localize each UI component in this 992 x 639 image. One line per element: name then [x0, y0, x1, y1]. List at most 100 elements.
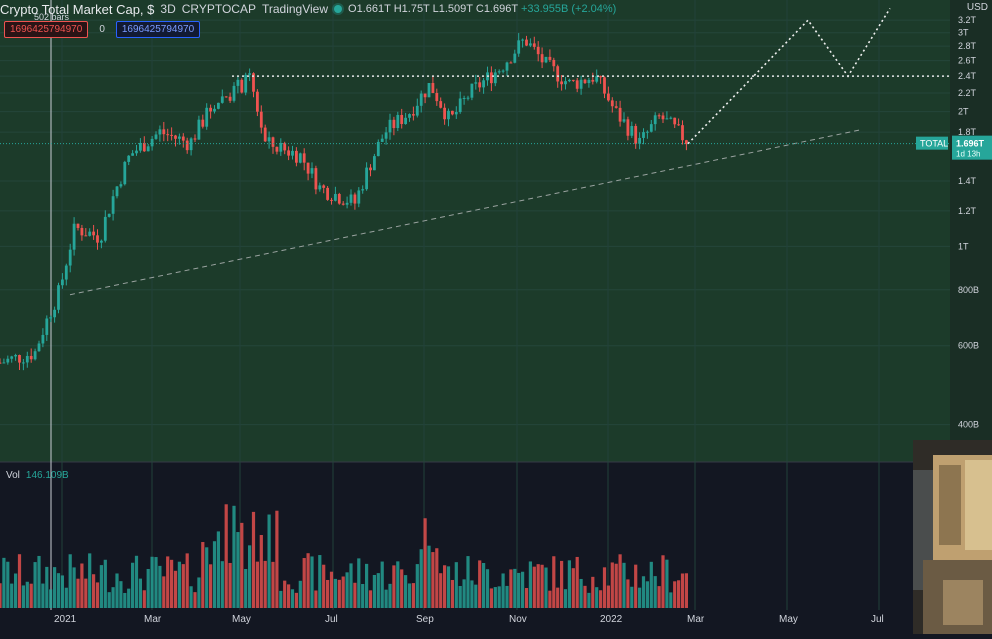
candle-body	[349, 194, 353, 203]
volume-bar	[661, 555, 665, 608]
volume-bar	[587, 592, 591, 608]
volume-bar	[384, 589, 388, 608]
volume-bar	[119, 581, 123, 608]
volume-bar	[489, 588, 493, 608]
candle-body	[361, 189, 365, 191]
candle-body	[369, 167, 372, 171]
candle-body	[482, 80, 485, 88]
volume-bar	[255, 561, 259, 608]
candle-body	[493, 72, 497, 84]
candle-body	[224, 96, 228, 98]
price-tick-label: 800B	[958, 285, 979, 295]
candle-body	[92, 231, 95, 236]
candle-body	[341, 203, 345, 205]
candle-body	[646, 131, 649, 133]
source-label: TradingView	[261, 2, 329, 16]
volume-bar	[25, 581, 29, 608]
volume-bar	[283, 580, 287, 608]
candle-body	[263, 127, 267, 142]
volume-bar	[298, 580, 302, 608]
volume-bar	[232, 505, 236, 608]
candle-body	[423, 93, 427, 98]
time-tick-label: 2022	[600, 614, 623, 625]
candle-body	[357, 190, 361, 204]
volume-bar	[115, 573, 119, 608]
volume-bar	[571, 568, 575, 608]
candle-body	[96, 235, 99, 243]
candle-body	[638, 137, 641, 144]
timestamp-pill-red[interactable]: 1696425794970	[4, 21, 89, 38]
currency-label[interactable]: USD	[966, 2, 988, 13]
candle-body	[419, 93, 423, 106]
volume-bar	[618, 554, 622, 608]
candle-body	[513, 53, 517, 63]
symbol-title[interactable]: Crypto Total Market Cap, $	[0, 1, 155, 17]
candle-body	[283, 143, 287, 151]
candle-body	[454, 112, 458, 115]
volume-bar	[259, 535, 263, 608]
volume-series	[0, 504, 688, 608]
candle-body	[61, 279, 64, 286]
volume-bar	[579, 578, 583, 608]
volume-bar	[552, 556, 556, 608]
measurement-pills: 1696425794970 0 1696425794970	[4, 21, 201, 38]
volume-bar	[279, 590, 283, 608]
candle-body	[115, 186, 119, 197]
volume-bar	[29, 583, 33, 608]
volume-bar	[505, 585, 509, 608]
candle-body	[462, 98, 466, 100]
volume-bar	[53, 567, 57, 608]
candle-body	[544, 56, 548, 63]
volume-bar	[446, 566, 451, 608]
candle-body	[68, 249, 72, 266]
volume-bar	[630, 586, 634, 608]
candle-body	[376, 141, 380, 157]
volume-bar	[177, 561, 181, 608]
volume-label-text: Vol	[6, 470, 20, 481]
candle-body	[571, 79, 575, 81]
candle-body	[185, 140, 189, 151]
timestamp-pill-blue[interactable]: 1696425794970	[115, 21, 201, 38]
candle-body	[540, 54, 544, 63]
candle-body	[6, 358, 10, 363]
candle-body	[568, 79, 571, 82]
candle-body	[236, 79, 240, 86]
volume-bar	[645, 581, 649, 608]
price-tick-label: 2.8T	[958, 41, 977, 51]
volume-bar	[138, 578, 142, 608]
volume-bar	[45, 566, 49, 608]
volume-bar	[388, 583, 392, 608]
candle-body	[275, 146, 279, 152]
volume-bar	[599, 590, 603, 608]
candle-body	[174, 135, 177, 139]
candle-body	[501, 70, 505, 72]
candle-body	[158, 129, 162, 135]
candle-body	[170, 134, 173, 136]
volume-bar	[540, 564, 544, 608]
volume-bar	[634, 564, 638, 608]
candle-body	[107, 213, 111, 217]
interval-label[interactable]: 3D	[160, 2, 176, 16]
candle-body	[291, 150, 294, 156]
price-tick-label: 1.2T	[958, 206, 977, 216]
volume-bar	[521, 571, 525, 608]
candle-body	[178, 136, 181, 139]
candle-body	[57, 285, 60, 310]
volume-bar	[478, 560, 482, 608]
volume-bar	[14, 573, 18, 608]
volume-bar	[306, 553, 310, 608]
candle-body	[427, 82, 431, 98]
volume-bar	[563, 589, 568, 608]
volume-bar	[2, 557, 6, 608]
candle-body	[100, 240, 103, 243]
candle-body	[205, 107, 209, 127]
volume-bar	[60, 575, 64, 608]
candle-body	[618, 107, 622, 122]
time-tick-label: Mar	[687, 614, 705, 625]
volume-bar	[345, 572, 349, 608]
candle-body	[337, 193, 341, 204]
volume-bar	[72, 567, 76, 608]
volume-bar	[314, 590, 318, 608]
